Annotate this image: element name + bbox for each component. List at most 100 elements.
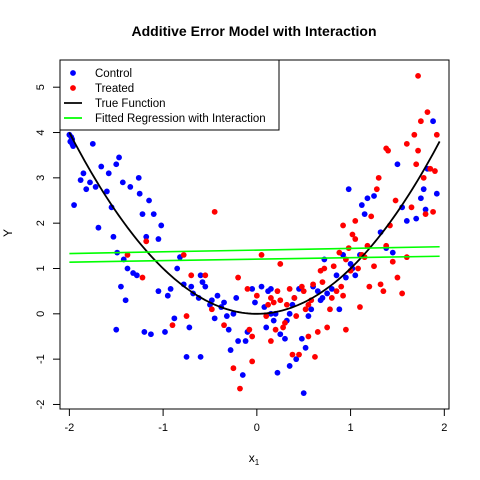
data-point-treated [389, 258, 396, 265]
y-tick-label: 0 [35, 311, 47, 317]
data-point-control [171, 315, 178, 322]
legend-label: Control [95, 68, 132, 80]
data-point-treated [333, 288, 340, 295]
data-point-control [211, 315, 218, 322]
data-point-control [252, 299, 258, 306]
data-point-treated [352, 236, 359, 242]
data-point-control [95, 224, 102, 231]
data-point-control [286, 310, 293, 317]
y-tick-label: 5 [35, 84, 47, 90]
data-point-treated [314, 329, 321, 335]
data-point-treated [422, 211, 429, 218]
data-point-treated [268, 295, 274, 301]
data-point-control [225, 326, 232, 333]
data-point-control [103, 188, 110, 195]
data-point-control [347, 261, 354, 267]
data-point-control [417, 195, 424, 202]
data-point-treated [277, 261, 284, 267]
data-point-treated [427, 165, 434, 172]
data-point-treated [357, 304, 363, 310]
data-point-treated [183, 313, 190, 319]
y-tick-label: -2 [35, 400, 47, 410]
data-point-control [358, 202, 365, 208]
data-point-treated [298, 283, 305, 290]
data-point-treated [312, 353, 318, 360]
data-point-control [249, 285, 256, 292]
data-point-treated [403, 140, 410, 147]
legend-label: Treated [95, 83, 134, 95]
data-point-control [110, 233, 117, 240]
data-point-control [336, 306, 343, 313]
data-point-treated [221, 322, 227, 329]
data-point-treated [366, 283, 373, 290]
data-point-treated [188, 272, 195, 279]
data-point-control [70, 143, 77, 150]
data-point-treated [253, 292, 260, 299]
data-point-control [389, 249, 396, 256]
legend-point-swatch [70, 70, 76, 76]
data-point-control [87, 179, 93, 186]
data-point-control [277, 331, 284, 338]
data-point-control [302, 344, 309, 351]
data-point-control [274, 369, 281, 376]
y-tick-label: -1 [35, 354, 47, 364]
data-point-control [314, 288, 321, 295]
data-point-control [122, 297, 129, 304]
data-point-control [71, 202, 77, 208]
data-point-treated [392, 197, 399, 204]
data-point-treated [249, 358, 256, 365]
data-point-treated [169, 322, 176, 329]
data-point-treated [272, 326, 279, 333]
data-point-treated [317, 267, 324, 274]
data-point-control [133, 272, 140, 279]
data-point-treated [139, 274, 146, 281]
data-point-control [124, 265, 131, 272]
y-axis-title: Y [1, 229, 15, 237]
data-point-control [300, 390, 307, 397]
x-tick-label: -2 [64, 422, 74, 434]
data-point-treated [420, 174, 427, 181]
data-point-control [328, 285, 335, 292]
data-point-control [286, 363, 293, 369]
x-axis: -2 -1 0 1 2 [64, 409, 447, 434]
data-point-treated [208, 306, 215, 313]
data-point-control [364, 195, 371, 202]
data-point-control [221, 299, 227, 306]
data-point-treated [302, 306, 309, 313]
data-point-control [83, 186, 90, 193]
data-point-treated [180, 251, 187, 258]
data-point-control [135, 174, 142, 181]
data-point-treated [310, 281, 316, 288]
data-point-treated [305, 301, 312, 308]
data-point-treated [368, 213, 375, 220]
y-tick-label: 3 [35, 175, 47, 181]
data-point-control [413, 215, 420, 222]
data-point-control [422, 206, 429, 213]
data-point-control [116, 154, 122, 161]
y-tick-label: 1 [35, 265, 47, 271]
data-point-control [155, 288, 162, 295]
data-point-control [119, 179, 126, 186]
data-point-control [148, 331, 154, 338]
data-point-treated [340, 292, 346, 299]
data-point-treated [380, 288, 387, 295]
data-point-control [433, 190, 440, 197]
data-point-control [127, 184, 134, 190]
data-point-control [139, 211, 146, 218]
data-point-control [324, 290, 331, 297]
data-point-control [113, 161, 120, 168]
data-point-control [214, 292, 221, 299]
data-point-control [430, 118, 436, 125]
data-point-control [136, 190, 143, 197]
data-point-treated [244, 285, 251, 292]
data-point-control [270, 317, 277, 324]
data-point-control [239, 372, 246, 378]
data-point-treated [352, 218, 359, 224]
data-point-treated [283, 301, 290, 308]
data-point-treated [394, 274, 401, 281]
data-point-treated [289, 351, 296, 358]
data-point-control [77, 177, 84, 184]
data-point-treated [399, 290, 406, 297]
data-point-treated [296, 351, 302, 358]
data-point-treated [286, 285, 293, 292]
